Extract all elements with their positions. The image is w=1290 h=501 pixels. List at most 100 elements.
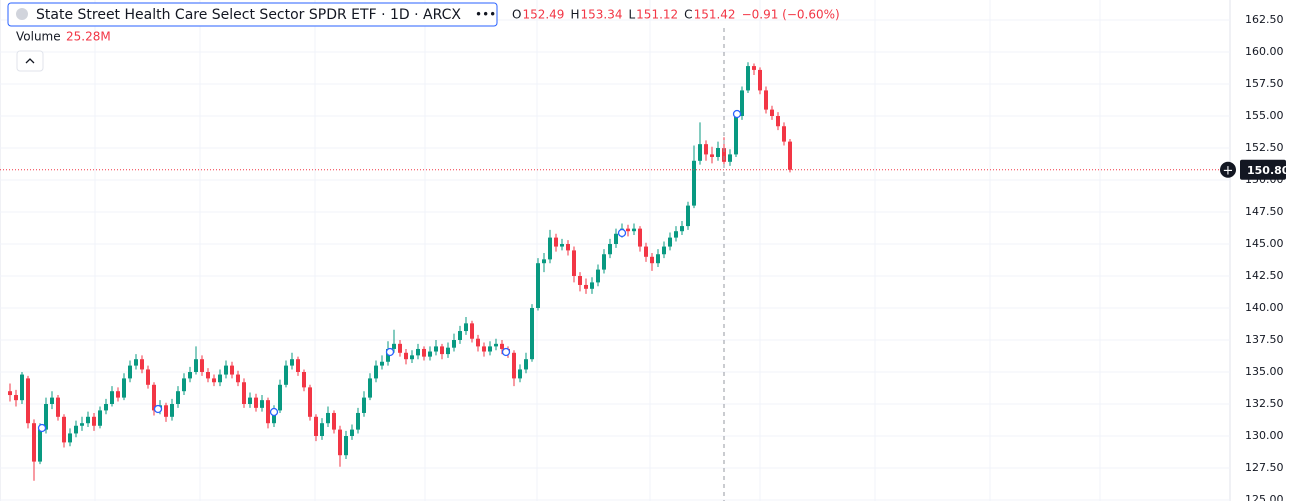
symbol-icon — [16, 8, 28, 20]
collapse-button[interactable] — [16, 50, 44, 72]
candle-body — [578, 276, 582, 285]
candle-body — [464, 323, 468, 332]
candle-body — [80, 423, 84, 426]
candle-body — [788, 141, 792, 170]
candle-body — [338, 429, 342, 456]
candle-body — [602, 254, 606, 270]
candle-body — [428, 351, 432, 357]
candle-body — [368, 378, 372, 398]
candle-body — [8, 391, 12, 396]
candle-body — [680, 226, 684, 232]
candle-body — [536, 263, 540, 308]
candle-body — [122, 378, 126, 398]
candle-body — [404, 352, 408, 360]
y-tick-label: 152.50 — [1245, 141, 1284, 154]
candle-body — [632, 228, 636, 232]
event-marker[interactable] — [617, 228, 627, 238]
candle-body — [200, 359, 204, 372]
legend-value: 151.12 — [636, 8, 678, 22]
candle-body — [14, 395, 18, 401]
candle-body — [26, 378, 30, 424]
y-tick-label: 160.00 — [1245, 45, 1284, 58]
volume-value: 25.28M — [66, 30, 111, 44]
candle-body — [710, 154, 714, 157]
candle-body — [140, 359, 144, 370]
candle-body — [356, 412, 360, 430]
candle-body — [224, 365, 228, 375]
legend-label: O — [512, 8, 521, 22]
candle-body — [260, 400, 264, 408]
collapse-icon — [25, 58, 35, 64]
candle-body — [398, 343, 402, 353]
candle-body — [188, 372, 192, 379]
volume-label: Volume — [16, 30, 61, 44]
candle-body — [638, 228, 642, 247]
candle-body — [68, 433, 72, 443]
candle-body — [482, 346, 486, 352]
candle-body — [32, 423, 36, 462]
candle-body — [344, 436, 348, 456]
candle-body — [266, 400, 270, 424]
candle-body — [662, 246, 666, 255]
y-tick-label: 147.50 — [1245, 205, 1284, 218]
y-tick-label: 135.00 — [1245, 365, 1284, 378]
candle-body — [668, 237, 672, 247]
candle-body — [86, 416, 90, 424]
candle-body — [518, 369, 522, 379]
event-marker[interactable] — [269, 407, 279, 417]
event-marker[interactable] — [732, 109, 742, 119]
candle-body — [488, 346, 492, 352]
symbol-box[interactable] — [7, 2, 498, 27]
event-markers — [37, 109, 742, 433]
candle-body — [656, 254, 660, 264]
candle-body — [98, 410, 102, 426]
candle-body — [362, 397, 366, 413]
event-marker[interactable] — [37, 423, 47, 433]
candle-body — [134, 359, 138, 366]
candle-body — [296, 359, 300, 372]
candle-body — [20, 374, 24, 401]
candle-body — [770, 109, 774, 116]
candle-body — [326, 412, 330, 424]
candle-body — [554, 237, 558, 247]
candle-body — [608, 244, 612, 255]
legend-label: H — [570, 8, 579, 22]
legend-change: −0.91 (−0.60%) — [742, 8, 840, 22]
symbol-title: State Street Health Care Select Sector S… — [36, 7, 461, 23]
grid — [0, 0, 1230, 501]
y-tick-label: 142.50 — [1245, 269, 1284, 282]
candles — [8, 62, 792, 481]
candle-body — [728, 154, 732, 162]
candle-body — [752, 66, 756, 70]
y-tick-label: 157.50 — [1245, 77, 1284, 90]
candle-body — [410, 355, 414, 360]
candle-body — [128, 365, 132, 379]
candle-body — [524, 359, 528, 370]
candle-body — [440, 346, 444, 355]
candle-body — [500, 343, 504, 349]
price-plus-button — [1220, 161, 1236, 178]
candle-body — [782, 126, 786, 142]
candle-body — [302, 372, 306, 388]
candle-body — [206, 372, 210, 379]
candle-body — [650, 256, 654, 264]
candle-body — [626, 228, 630, 232]
candle-body — [380, 361, 384, 366]
overlay — [0, 28, 1230, 501]
candle-body — [50, 397, 54, 404]
candle-body — [194, 359, 198, 372]
candle-body — [116, 391, 120, 398]
candle-body — [44, 404, 48, 430]
more-icon[interactable]: ••• — [475, 8, 496, 22]
event-marker[interactable] — [385, 347, 395, 357]
event-marker[interactable] — [501, 347, 511, 357]
candle-body — [722, 148, 726, 162]
candle-body — [110, 391, 114, 404]
candle-body — [458, 331, 462, 340]
candle-body — [62, 416, 66, 443]
candle-body — [392, 343, 396, 349]
event-marker[interactable] — [153, 404, 163, 414]
y-tick-label: 137.50 — [1245, 333, 1284, 346]
